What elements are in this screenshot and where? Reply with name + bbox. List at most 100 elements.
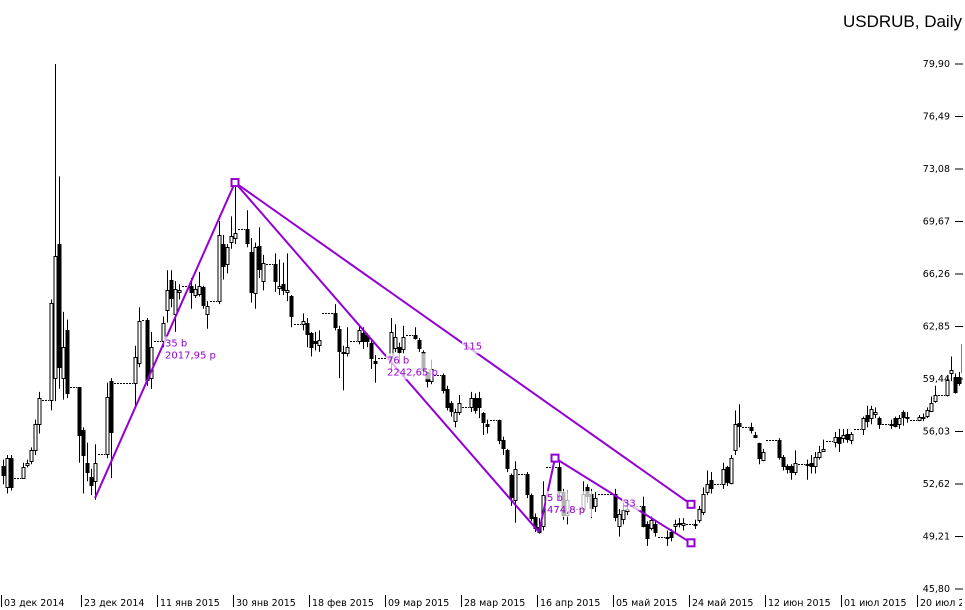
candle [313,331,318,351]
candle [5,455,10,494]
candle [177,284,182,300]
candle [677,518,682,528]
bear-candle-body [313,341,318,344]
y-tick-label: 59,44 [923,374,950,385]
candle [873,407,878,419]
candle [277,259,282,295]
candle [721,462,726,489]
bull-candle-body [453,412,458,422]
bull-candle-body [889,424,894,426]
candle [889,419,894,429]
pattern-point-marker [230,178,240,188]
bull-candle-body [177,290,182,293]
bear-candle-body [413,335,418,339]
candle [477,391,482,419]
candle [257,227,262,279]
bear-candle-body [653,524,658,533]
bear-candle-body [449,403,454,412]
candle [593,492,598,513]
candle [833,431,838,448]
bear-candle-body [789,466,794,473]
bear-candle-body [245,229,250,244]
bull-candle-body [813,457,818,467]
bull-candle-body [697,509,702,521]
candle [805,459,810,480]
x-tick-label: 11 янв 2015 [160,598,220,609]
candle [345,327,350,357]
bull-candle-body [921,417,926,419]
candle [245,210,250,248]
bear-candle-body [189,286,194,293]
candle [1,459,6,485]
bull-candle-body [841,435,846,439]
bull-candle-body [345,347,350,354]
candle [737,404,742,448]
candle [445,385,450,411]
bear-candle-body [777,440,782,458]
candle [413,327,418,340]
candle [861,416,866,436]
candle [845,428,850,443]
candle [645,521,650,546]
pattern-point-marker [686,499,696,509]
candle [641,496,646,528]
candle [901,410,906,426]
candle [701,487,706,516]
candle [877,416,882,429]
bear-candle-body [613,494,618,518]
candle [285,253,290,302]
candle [89,468,94,496]
bull-candle-body [761,452,766,461]
x-axis: 03 дек 2014 23 дек 2014 11 янв 2015 30 янв … [1,595,962,609]
candle [837,428,842,452]
bull-candle-body [193,289,198,296]
candle [317,330,322,352]
pattern-label-text: 5 b [547,493,563,504]
bull-candle-body [165,290,170,311]
x-tick-label: 28 мар 2015 [464,598,525,609]
bull-candle-body [301,321,306,325]
candle [401,325,406,354]
bull-candle-body [513,469,518,501]
bull-candle-body [861,418,866,430]
candle [933,385,938,403]
pattern-point-marker [686,538,696,548]
candle [57,176,62,389]
pattern-label-text: 35 b [165,338,187,349]
candle [893,416,898,428]
bull-candle-body [593,498,598,507]
bull-candle-body [137,321,142,364]
x-tick-label: 16 апр 2015 [540,598,600,609]
candle [957,371,962,386]
candle [221,234,226,280]
bear-candle-body [645,524,650,539]
candle [697,505,702,523]
bull-candle-body [393,337,398,349]
bull-candle-body [805,464,810,466]
x-tick-label: 18 фев 2015 [312,598,374,609]
x-tick-label: 01 июл 2015 [844,598,907,609]
bull-candle-body [217,235,222,302]
candle [917,415,922,422]
bear-candle-body [725,467,730,483]
candle [617,508,622,537]
pattern-label-text: 33 [623,498,636,509]
candle [785,464,790,474]
candle [753,431,758,439]
candle [813,451,818,474]
candle [473,393,478,414]
bull-candle-body [677,523,682,525]
bull-candle-body [33,424,38,451]
candle [457,395,462,416]
bull-candle-body [933,395,938,402]
candle [733,410,738,456]
bear-candle-body [809,463,814,467]
candle [709,471,714,494]
bear-candle-body [309,333,314,348]
candle [653,519,658,537]
candle [673,519,678,534]
bear-candle-body [281,284,286,291]
bull-candle-body [29,450,34,462]
bear-candle-body [529,495,534,519]
